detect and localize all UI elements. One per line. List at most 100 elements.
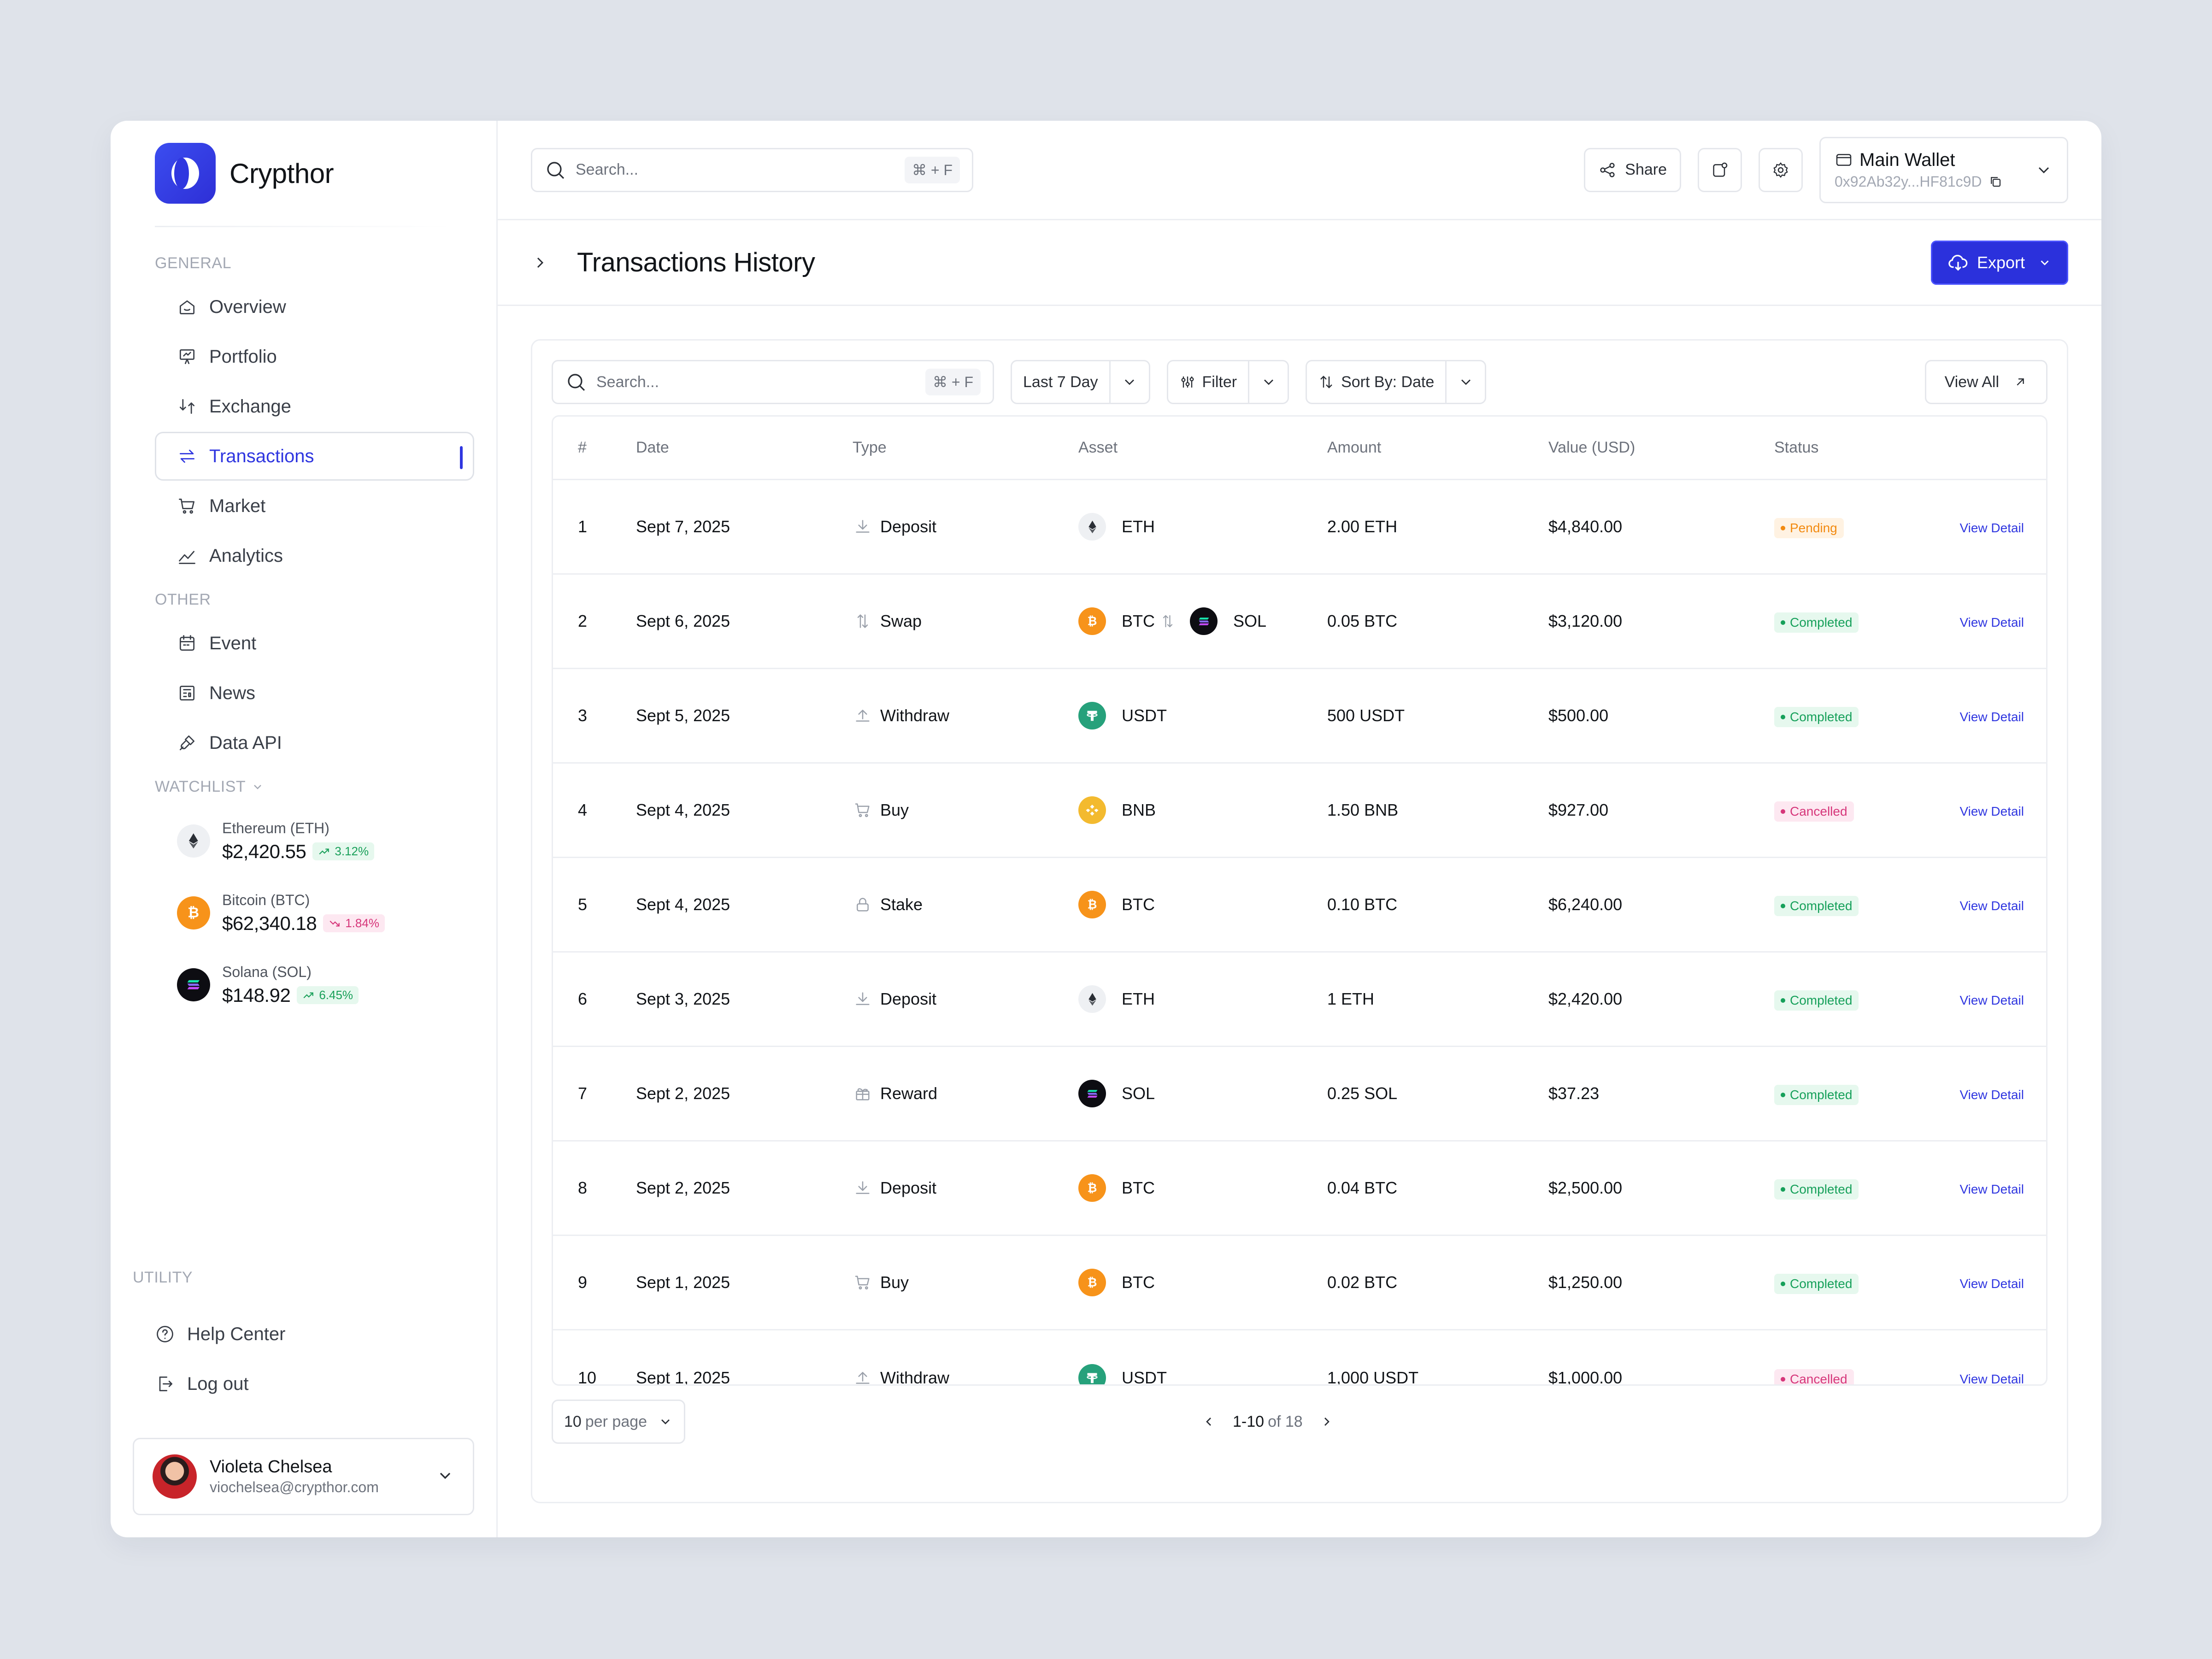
status-badge: Completed	[1774, 1274, 1859, 1294]
table-row[interactable]: 7 Sept 2, 2025 Reward SOL 0.25 SOL $37.2…	[553, 1047, 2046, 1141]
view-all-button[interactable]: View All	[1924, 360, 2047, 404]
column-header-asset[interactable]: Asset	[1078, 439, 1118, 456]
view-detail-link[interactable]: View Detail	[1959, 993, 2024, 1007]
copy-icon[interactable]	[1988, 175, 2002, 188]
table-row[interactable]: 4 Sept 4, 2025 Buy BNB 1.50 BNB $927.00 …	[553, 764, 2046, 858]
brand[interactable]: Crypthor	[133, 121, 474, 226]
cell-status: Completed	[1774, 1271, 1912, 1294]
cell-num: 1	[578, 517, 588, 536]
watchlist-coin-name: Solana (SOL)	[222, 963, 312, 980]
svg-text:₿: ₿	[1088, 1181, 1097, 1195]
column-header-num[interactable]: #	[578, 439, 587, 456]
swap-icon	[853, 611, 873, 631]
date-range-select[interactable]: Last 7 Day	[1011, 360, 1150, 404]
chevron-right-icon[interactable]	[1319, 1414, 1334, 1429]
arrow-up-right-icon	[2013, 375, 2028, 389]
view-detail-link[interactable]: View Detail	[1959, 804, 2024, 818]
sidebar-item-market[interactable]: Market	[133, 482, 474, 530]
sort-select[interactable]: Sort By: Date	[1306, 360, 1487, 404]
watchlist-coin-name: Ethereum (ETH)	[222, 819, 329, 836]
settings-button[interactable]	[1759, 147, 1803, 192]
notification-button[interactable]	[1698, 147, 1742, 192]
user-account-menu[interactable]: Violeta Chelsea viochelsea@crypthor.com	[133, 1438, 474, 1515]
type-label: Swap	[880, 612, 922, 630]
cell-value: $2,420.00	[1548, 989, 1623, 1008]
filter-select[interactable]: Filter	[1166, 360, 1289, 404]
cell-num: 10	[578, 1368, 597, 1386]
chevron-left-icon[interactable]	[1201, 1414, 1216, 1429]
column-header-type[interactable]: Type	[853, 439, 887, 456]
change-value: 1.84%	[345, 916, 379, 930]
sidebar-item-news[interactable]: News	[133, 669, 474, 718]
watchlist-price: $62,340.18	[222, 912, 317, 934]
sidebar-item-exchange[interactable]: Exchange	[133, 382, 474, 431]
svg-text:₿: ₿	[188, 905, 200, 921]
search-icon	[544, 159, 566, 181]
column-header-value[interactable]: Value (USD)	[1548, 439, 1635, 456]
type-label: Withdraw	[880, 1368, 950, 1386]
view-detail-link[interactable]: View Detail	[1959, 710, 2024, 724]
chevron-right-icon[interactable]	[531, 253, 549, 272]
export-button[interactable]: Export	[1930, 240, 2068, 285]
export-label: Export	[1977, 253, 2025, 272]
sidebar-item-overview[interactable]: Overview	[133, 282, 474, 331]
sidebar-item-label: Overview	[209, 296, 286, 317]
cell-asset: USDT	[1078, 1364, 1327, 1384]
watchlist-item[interactable]: Solana (SOL) $148.92 6.45%	[133, 949, 474, 1021]
download-icon	[853, 517, 873, 537]
wallet-selector[interactable]: Main Wallet 0x92Ab32y...HF81c9D	[1819, 136, 2068, 203]
sidebar-item-portfolio[interactable]: Portfolio	[133, 332, 474, 381]
view-detail-link[interactable]: View Detail	[1959, 899, 2024, 913]
calendar-icon	[177, 633, 197, 653]
utility-nav: Help Center Log out	[111, 1310, 496, 1408]
section-label-utility: UTILITY	[133, 1268, 193, 1286]
column-header-status[interactable]: Status	[1774, 439, 1819, 456]
cell-date: Sept 4, 2025	[636, 800, 730, 819]
wallet-title: Main Wallet	[1859, 149, 1955, 170]
global-search-input[interactable]: Search... ⌘ + F	[531, 147, 973, 192]
sidebar-item-analytics[interactable]: Analytics	[133, 531, 474, 580]
per-page-select[interactable]: 10 per page	[552, 1400, 686, 1444]
table-row[interactable]: 1 Sept 7, 2025 Deposit ETH 2.00 ETH $4,8…	[553, 480, 2046, 575]
cell-value: $6,240.00	[1548, 895, 1623, 914]
table-row[interactable]: 6 Sept 3, 2025 Deposit ETH 1 ETH $2,420.…	[553, 953, 2046, 1047]
sidebar-item-event[interactable]: Event	[133, 619, 474, 668]
table-row[interactable]: 10 Sept 1, 2025 Withdraw USDT 1,000 USDT…	[553, 1330, 2046, 1386]
cell-status: Completed	[1774, 1082, 1912, 1105]
sidebar-item-data-api[interactable]: Data API	[133, 718, 474, 767]
view-detail-link[interactable]: View Detail	[1959, 1277, 2024, 1291]
view-detail-link[interactable]: View Detail	[1959, 1371, 2024, 1386]
column-header-date[interactable]: Date	[636, 439, 669, 456]
table-row[interactable]: 5 Sept 4, 2025 Stake ₿ BTC 0.10 BTC $6,2…	[553, 858, 2046, 953]
cell-action: View Detail	[1912, 706, 2046, 725]
share-button[interactable]: Share	[1584, 147, 1681, 192]
view-detail-link[interactable]: View Detail	[1959, 1088, 2024, 1102]
sidebar-item-help-center[interactable]: Help Center	[111, 1310, 496, 1359]
swap-icon	[1159, 613, 1176, 629]
cloud-download-icon	[1947, 252, 1969, 273]
table-row[interactable]: 2 Sept 6, 2025 Swap ₿ BTC SOL 0.05 BTC $…	[553, 575, 2046, 669]
view-detail-link[interactable]: View Detail	[1959, 1182, 2024, 1196]
watchlist-toggle[interactable]: WATCHLIST	[133, 768, 474, 805]
watchlist-item[interactable]: Ethereum (ETH) $2,420.55 3.12%	[133, 805, 474, 877]
cart-icon	[177, 496, 197, 516]
watchlist-item[interactable]: ₿ Bitcoin (BTC) $62,340.18 1.84%	[133, 877, 474, 949]
btc-coin-icon: ₿	[1078, 891, 1106, 918]
cell-asset: ETH	[1078, 513, 1327, 541]
sidebar-item-log-out[interactable]: Log out	[111, 1359, 496, 1408]
view-detail-link[interactable]: View Detail	[1959, 521, 2024, 535]
column-header-amount[interactable]: Amount	[1327, 439, 1382, 456]
sidebar-item-label: Event	[209, 633, 257, 653]
sidebar-item-transactions[interactable]: Transactions	[155, 432, 474, 481]
view-detail-link[interactable]: View Detail	[1959, 615, 2024, 629]
table-row[interactable]: 9 Sept 1, 2025 Buy ₿ BTC 0.02 BTC $1,250…	[553, 1236, 2046, 1330]
table-row[interactable]: 3 Sept 5, 2025 Withdraw USDT 500 USDT $5…	[553, 669, 2046, 764]
download-icon	[853, 1178, 873, 1198]
wallet-info: Main Wallet 0x92Ab32y...HF81c9D	[1835, 150, 2002, 190]
cell-action: View Detail	[1912, 1273, 2046, 1292]
table-row[interactable]: 8 Sept 2, 2025 Deposit ₿ BTC 0.04 BTC $2…	[553, 1141, 2046, 1236]
user-email: viochelsea@crypthor.com	[210, 1479, 379, 1495]
cell-num: 8	[578, 1178, 588, 1197]
table-search-input[interactable]: Search... ⌘ + F	[552, 360, 994, 404]
type-label: Deposit	[880, 1178, 937, 1197]
